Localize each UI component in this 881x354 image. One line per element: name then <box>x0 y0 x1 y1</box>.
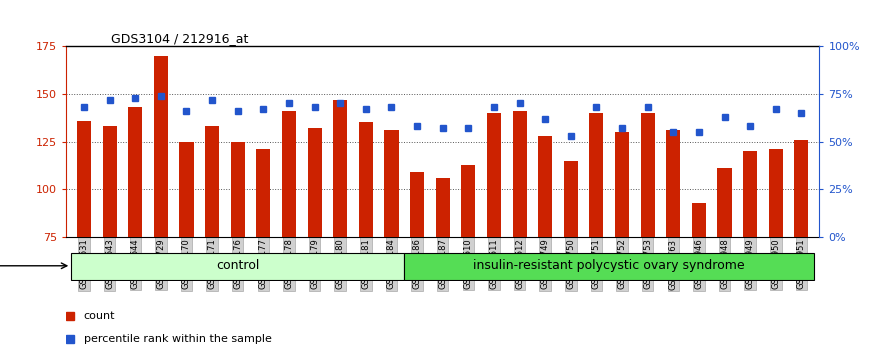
Bar <box>564 161 578 237</box>
Bar <box>231 142 245 237</box>
Bar <box>180 142 194 237</box>
Bar <box>589 113 603 237</box>
Bar <box>436 178 449 237</box>
Bar <box>538 136 552 237</box>
Bar <box>692 203 706 237</box>
Bar <box>769 149 783 237</box>
Text: count: count <box>84 311 115 321</box>
Bar <box>615 132 629 237</box>
Bar <box>359 122 373 237</box>
Bar <box>666 130 680 237</box>
Bar <box>307 128 322 237</box>
Bar <box>384 130 398 237</box>
Bar <box>640 113 655 237</box>
Bar <box>404 253 814 280</box>
Bar <box>795 140 809 237</box>
Bar <box>129 107 143 237</box>
Bar <box>333 99 347 237</box>
Text: control: control <box>216 259 259 272</box>
Bar <box>462 165 476 237</box>
Bar <box>256 149 270 237</box>
Bar <box>205 126 219 237</box>
Bar <box>410 172 424 237</box>
Bar <box>77 121 91 237</box>
Bar <box>513 111 527 237</box>
Bar <box>102 126 116 237</box>
Bar <box>743 151 757 237</box>
Bar <box>717 169 731 237</box>
Bar <box>282 111 296 237</box>
Text: percentile rank within the sample: percentile rank within the sample <box>84 334 271 344</box>
Text: GDS3104 / 212916_at: GDS3104 / 212916_at <box>111 32 248 45</box>
Text: insulin-resistant polycystic ovary syndrome: insulin-resistant polycystic ovary syndr… <box>473 259 745 272</box>
Bar <box>154 56 168 237</box>
Bar <box>487 113 501 237</box>
Bar <box>71 253 404 280</box>
